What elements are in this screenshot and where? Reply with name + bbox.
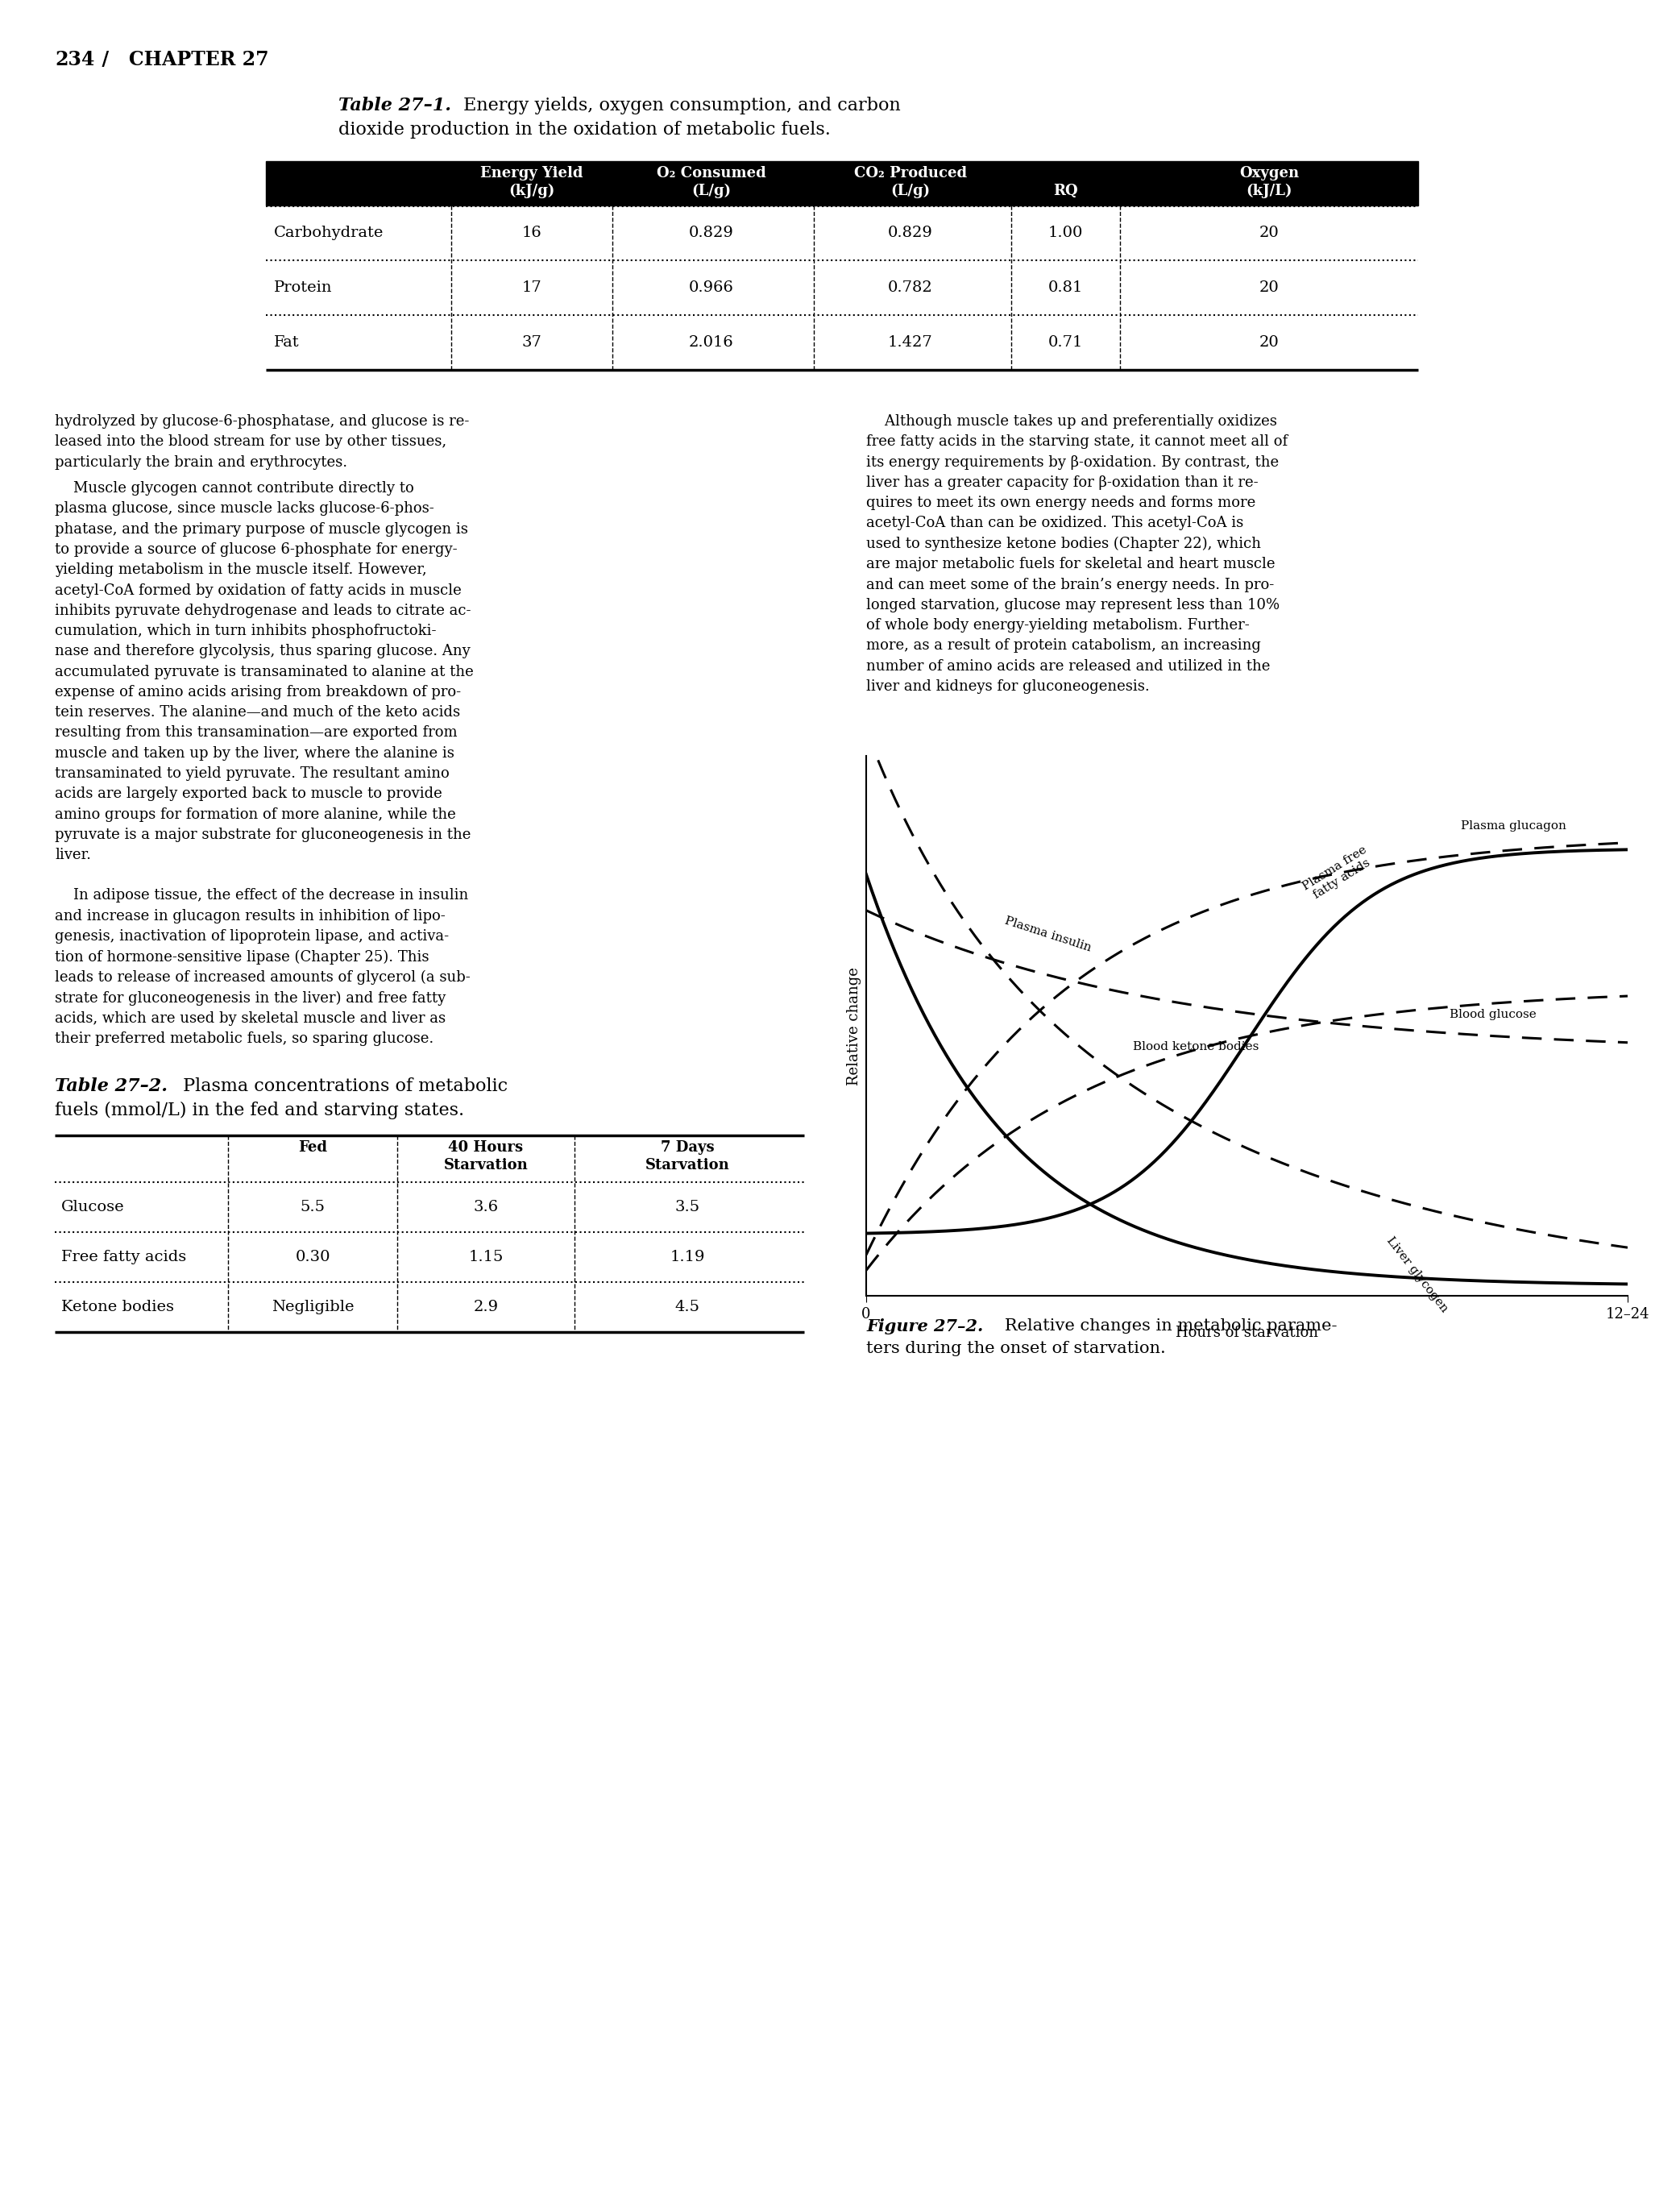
Text: 3.5: 3.5 xyxy=(675,1201,701,1214)
Text: 16: 16 xyxy=(522,226,541,241)
Text: 0.71: 0.71 xyxy=(1048,336,1082,349)
Text: 1.19: 1.19 xyxy=(670,1250,706,1265)
Text: Plasma concentrations of metabolic: Plasma concentrations of metabolic xyxy=(178,1077,507,1095)
Text: 2.016: 2.016 xyxy=(689,336,734,349)
Text: Fat: Fat xyxy=(274,336,299,349)
Text: Relative changes in metabolic parame-: Relative changes in metabolic parame- xyxy=(988,1318,1337,1334)
Text: 0.829: 0.829 xyxy=(889,226,932,241)
Text: 40 Hours: 40 Hours xyxy=(449,1141,524,1155)
Text: Free fatty acids: Free fatty acids xyxy=(60,1250,186,1265)
Text: 0.30: 0.30 xyxy=(296,1250,331,1265)
Text: Protein: Protein xyxy=(274,281,333,294)
Text: In adipose tissue, the effect of the decrease in insulin
and increase in glucago: In adipose tissue, the effect of the dec… xyxy=(55,889,470,1046)
Text: 17: 17 xyxy=(522,281,541,294)
Bar xyxy=(265,161,1418,206)
Text: /   CHAPTER 27: / CHAPTER 27 xyxy=(89,51,269,69)
Text: Ketone bodies: Ketone bodies xyxy=(60,1301,175,1314)
Text: hydrolyzed by glucose-6-phosphatase, and glucose is re-
leased into the blood st: hydrolyzed by glucose-6-phosphatase, and… xyxy=(55,414,469,469)
Text: 20: 20 xyxy=(1258,336,1278,349)
Text: 20: 20 xyxy=(1258,226,1278,241)
Text: Energy Yield: Energy Yield xyxy=(480,166,583,181)
Text: Table 27–1.: Table 27–1. xyxy=(338,97,452,115)
Text: 1.00: 1.00 xyxy=(1048,226,1082,241)
Text: Plasma glucagon: Plasma glucagon xyxy=(1460,821,1566,832)
Text: Energy yields, oxygen consumption, and carbon: Energy yields, oxygen consumption, and c… xyxy=(457,97,900,115)
Text: Although muscle takes up and preferentially oxidizes
free fatty acids in the sta: Although muscle takes up and preferentia… xyxy=(867,414,1287,695)
Text: RQ: RQ xyxy=(1053,184,1077,199)
Text: O₂ Consumed: O₂ Consumed xyxy=(657,166,766,181)
Text: 7 Days: 7 Days xyxy=(660,1141,714,1155)
Text: dioxide production in the oxidation of metabolic fuels.: dioxide production in the oxidation of m… xyxy=(338,122,830,139)
Text: 1.427: 1.427 xyxy=(889,336,932,349)
Text: Starvation: Starvation xyxy=(444,1159,528,1172)
Text: 0.782: 0.782 xyxy=(889,281,932,294)
Text: Blood glucose: Blood glucose xyxy=(1450,1009,1536,1020)
Text: Plasma insulin: Plasma insulin xyxy=(1003,916,1092,953)
Text: 2.9: 2.9 xyxy=(474,1301,499,1314)
Text: Carbohydrate: Carbohydrate xyxy=(274,226,383,241)
Text: (L/g): (L/g) xyxy=(692,184,731,199)
Text: Starvation: Starvation xyxy=(645,1159,729,1172)
Text: 37: 37 xyxy=(522,336,543,349)
Text: 1.15: 1.15 xyxy=(469,1250,504,1265)
Text: 234: 234 xyxy=(55,51,94,69)
Text: 4.5: 4.5 xyxy=(675,1301,701,1314)
Text: 3.6: 3.6 xyxy=(474,1201,499,1214)
Text: (kJ/L): (kJ/L) xyxy=(1247,184,1292,199)
Text: 5.5: 5.5 xyxy=(301,1201,326,1214)
Text: Fed: Fed xyxy=(297,1141,328,1155)
Text: Liver glycogen: Liver glycogen xyxy=(1384,1234,1450,1314)
Y-axis label: Relative change: Relative change xyxy=(847,967,862,1086)
Text: 0.829: 0.829 xyxy=(689,226,734,241)
Text: 0.966: 0.966 xyxy=(689,281,734,294)
Text: Figure 27–2.: Figure 27–2. xyxy=(867,1318,983,1334)
Text: 20: 20 xyxy=(1258,281,1278,294)
Text: Oxygen: Oxygen xyxy=(1240,166,1299,181)
X-axis label: Hours of starvation: Hours of starvation xyxy=(1176,1325,1319,1340)
Text: Muscle glycogen cannot contribute directly to
plasma glucose, since muscle lacks: Muscle glycogen cannot contribute direct… xyxy=(55,482,474,863)
Text: Blood ketone bodies: Blood ketone bodies xyxy=(1132,1042,1258,1053)
Text: Table 27–2.: Table 27–2. xyxy=(55,1077,168,1095)
Text: ters during the onset of starvation.: ters during the onset of starvation. xyxy=(867,1340,1166,1356)
Text: (L/g): (L/g) xyxy=(890,184,931,199)
Text: (kJ/g): (kJ/g) xyxy=(509,184,554,199)
Text: 0.81: 0.81 xyxy=(1048,281,1082,294)
Text: Plasma free
fatty acids: Plasma free fatty acids xyxy=(1300,843,1376,902)
Text: CO₂ Produced: CO₂ Produced xyxy=(853,166,968,181)
Text: Negligible: Negligible xyxy=(272,1301,354,1314)
Text: Glucose: Glucose xyxy=(60,1201,124,1214)
Text: fuels (mmol/L) in the fed and starving states.: fuels (mmol/L) in the fed and starving s… xyxy=(55,1102,464,1119)
